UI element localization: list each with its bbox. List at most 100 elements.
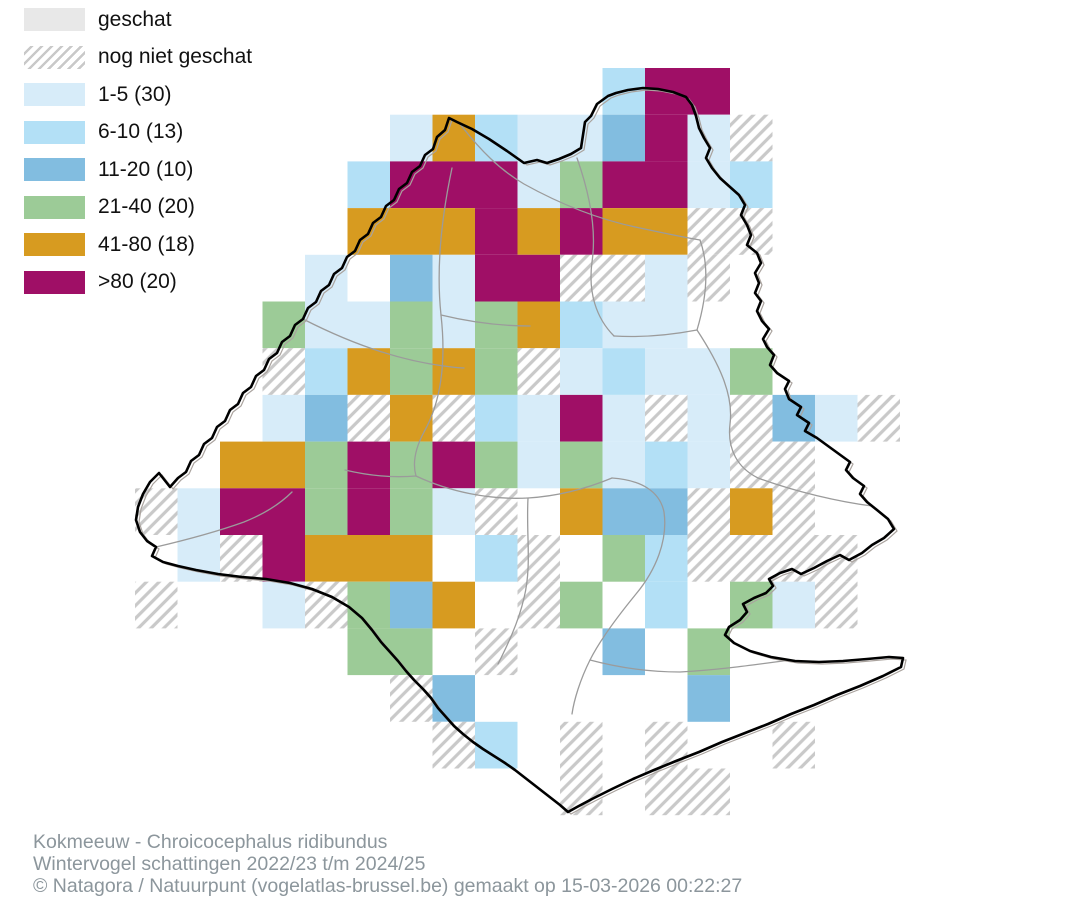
grid-cell-41-80	[517, 301, 560, 349]
grid-cell-1-5	[645, 301, 688, 349]
grid-cell-41-80	[645, 208, 688, 255]
legend-item-gt80: >80 (20)	[24, 270, 252, 294]
grid-cell-nog-niet-geschat	[687, 208, 730, 255]
grid-cell-6-10	[560, 301, 603, 349]
grid-cell-1-5	[517, 441, 560, 489]
grid-cell-21-40	[560, 441, 603, 489]
grid-cell-nog-niet-geschat	[772, 488, 815, 535]
legend-swatch	[24, 120, 85, 144]
grid-cell-41-80	[602, 208, 645, 255]
legend-item-11-20: 11-20 (10)	[24, 158, 252, 181]
grid-cell-1-5	[262, 581, 305, 629]
grid-cell-nog-niet-geschat	[730, 114, 773, 162]
grid-cell-nog-niet-geschat	[347, 394, 390, 442]
legend-swatch	[24, 8, 85, 31]
grid-cell-1-5	[602, 441, 645, 489]
grid-cell-1-5	[517, 114, 560, 162]
grid-cell-nog-niet-geschat	[432, 721, 475, 769]
grid-cell-nog-niet-geschat	[772, 721, 815, 769]
grid-cell-nog-niet-geschat	[560, 721, 603, 769]
admin-border-line	[440, 314, 531, 327]
grid-cell-1-5	[560, 348, 603, 395]
grid-cell-11-20	[602, 114, 645, 162]
legend-item-nog-niet-geschat: nog niet geschat	[24, 45, 253, 69]
grid-cell-1-5	[347, 301, 390, 349]
grid-cell-nog-niet-geschat	[262, 348, 305, 395]
grid-cell-6-10	[645, 441, 688, 489]
grid-cell-1-5	[815, 394, 858, 442]
grid-cell-41-80	[305, 535, 348, 582]
grid-cell-21-40	[390, 348, 433, 395]
grid-cell-21-40	[305, 488, 348, 535]
grid-cell-gt80	[560, 208, 603, 255]
grid-cell-gt80	[262, 488, 305, 535]
grid-cell-1-5	[305, 254, 348, 302]
legend-label: nog niet geschat	[98, 45, 253, 68]
grid-cell-nog-niet-geschat	[730, 535, 773, 582]
legend-swatch	[24, 158, 85, 181]
grid-cell-nog-niet-geschat	[687, 535, 730, 582]
grid-cell-6-10	[475, 535, 518, 582]
grid-cell-1-5	[517, 394, 560, 442]
grid-cell-21-40	[475, 441, 518, 489]
map-caption: Kokmeeuw - Chroicocephalus ridibundus Wi…	[33, 831, 742, 897]
grid-cell-gt80	[262, 535, 305, 582]
grid-cell-nog-niet-geschat	[645, 721, 688, 769]
grid-cell-41-80	[432, 348, 475, 395]
grid-cell-41-80	[390, 208, 433, 255]
grid-cell-1-5	[602, 394, 645, 442]
grid-cell-nog-niet-geschat	[687, 768, 730, 816]
grid-cell-6-10	[602, 348, 645, 395]
grid-cell-nog-niet-geschat	[772, 441, 815, 489]
legend-label: 6-10 (13)	[98, 120, 184, 143]
grid-cell-nog-niet-geschat	[815, 581, 858, 629]
grid-cell-gt80	[432, 161, 475, 209]
grid-cell-41-80	[262, 441, 305, 489]
grid-cell-41-80	[390, 394, 433, 442]
grid-cell-11-20	[432, 675, 475, 722]
grid-cell-gt80	[432, 441, 475, 489]
admin-borders-layer	[155, 123, 873, 715]
legend-swatch	[24, 83, 85, 106]
grid-cell-gt80	[645, 161, 688, 209]
grid-cell-gt80	[475, 254, 518, 302]
grid-cell-21-40	[730, 348, 773, 395]
grid-cell-41-80	[432, 581, 475, 629]
grid-cell-gt80	[602, 161, 645, 209]
grid-cell-41-80	[517, 208, 560, 255]
grid-cell-1-5	[432, 301, 475, 349]
grid-cell-1-5	[645, 254, 688, 302]
grid-cell-21-40	[390, 441, 433, 489]
grid-cell-gt80	[347, 488, 390, 535]
grid-cell-6-10	[730, 161, 773, 209]
grid-cell-21-40	[475, 348, 518, 395]
grid-cell-1-5	[517, 161, 560, 209]
grid-cell-1-5	[645, 348, 688, 395]
admin-border-line	[696, 239, 707, 331]
admin-border-line	[459, 123, 701, 241]
grid-cell-1-5	[177, 488, 220, 535]
legend-item-6-10: 6-10 (13)	[24, 120, 252, 144]
legend-label: 1-5 (30)	[98, 82, 172, 106]
grid-cell-21-40	[390, 301, 433, 349]
grid-cell-gt80	[390, 161, 433, 209]
legend-label: >80 (20)	[98, 270, 177, 293]
grid-cell-nog-niet-geschat	[730, 394, 773, 442]
grid-cell-21-40	[687, 628, 730, 676]
caption-species: Kokmeeuw - Chroicocephalus ridibundus	[33, 831, 388, 853]
grid-cell-nog-niet-geschat	[517, 535, 560, 582]
grid-cell-41-80	[390, 535, 433, 582]
admin-border-line	[413, 167, 453, 477]
grid-cell-21-40	[347, 581, 390, 629]
legend-item-1-5: 1-5 (30)	[24, 83, 252, 106]
legend-item-21-40: 21-40 (20)	[24, 195, 252, 219]
grid-cell-21-40	[305, 441, 348, 489]
grid-cell-11-20	[602, 628, 645, 676]
legend-swatch	[24, 270, 85, 294]
grid-cell-nog-niet-geschat	[687, 488, 730, 535]
admin-border-line	[696, 329, 873, 507]
grid-cell-11-20	[390, 581, 433, 629]
grid-cell-gt80	[645, 114, 688, 162]
grid-cell-1-5	[687, 441, 730, 489]
grid-cell-1-5	[687, 394, 730, 442]
